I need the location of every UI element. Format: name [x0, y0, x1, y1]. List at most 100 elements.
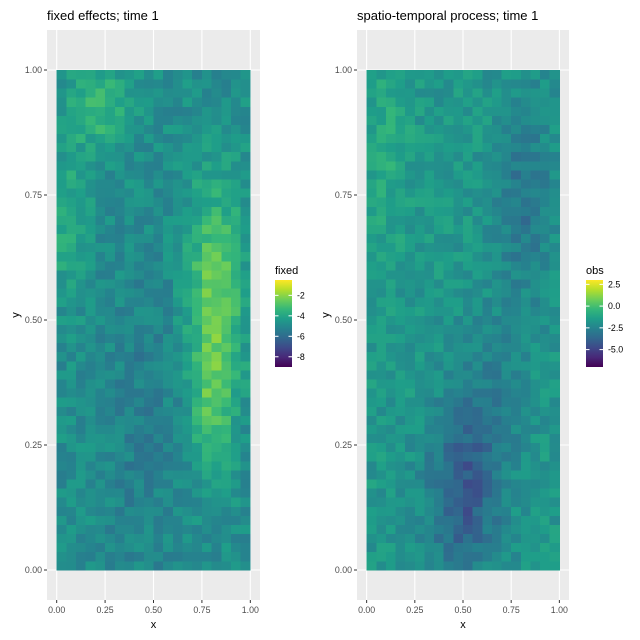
- heatmap-tile: [76, 70, 87, 80]
- heatmap-tile: [76, 288, 87, 298]
- heatmap-tile: [501, 351, 512, 362]
- heatmap-tile: [124, 451, 135, 462]
- heatmap-tile: [501, 306, 512, 316]
- heatmap-tile: [221, 397, 232, 407]
- heatmap-tile: [424, 251, 435, 262]
- heatmap-tile: [192, 288, 203, 298]
- heatmap-tile: [240, 315, 251, 325]
- heatmap-tile: [463, 306, 474, 316]
- heatmap-tile: [95, 379, 106, 389]
- heatmap-tile: [501, 551, 512, 562]
- heatmap-tile: [230, 124, 242, 135]
- heatmap-tile: [424, 297, 435, 307]
- heatmap-tile: [463, 133, 474, 144]
- heatmap-tile: [549, 315, 560, 325]
- heatmap-tile: [501, 442, 512, 453]
- heatmap-tile: [66, 497, 77, 507]
- heatmap-tile: [172, 415, 183, 425]
- heatmap-tile: [511, 388, 522, 398]
- heatmap-tile: [192, 342, 203, 353]
- heatmap-tile: [182, 451, 193, 462]
- heatmap-tile: [395, 360, 406, 371]
- heatmap-tile: [405, 242, 416, 253]
- heatmap-tile: [95, 297, 106, 307]
- heatmap-tile: [540, 497, 551, 507]
- heatmap-tile: [453, 388, 464, 398]
- heatmap-tile: [482, 542, 493, 553]
- heatmap-tile: [230, 179, 242, 189]
- heatmap-tile: [172, 470, 183, 480]
- heatmap-tile: [211, 460, 222, 471]
- heatmap-tile: [240, 560, 251, 571]
- heatmap-tile: [105, 179, 116, 189]
- heatmap-tile: [491, 88, 502, 98]
- heatmap-tile: [482, 279, 493, 289]
- heatmap-tile: [76, 442, 87, 453]
- heatmap-tile: [463, 315, 474, 325]
- heatmap-tile: [85, 488, 96, 498]
- heatmap-tile: [434, 315, 445, 325]
- heatmap-tile: [230, 379, 242, 389]
- heatmap-tile: [385, 342, 396, 353]
- heatmap-tile: [56, 133, 67, 144]
- heatmap-tile: [124, 388, 135, 398]
- heatmap-tile: [443, 224, 454, 235]
- heatmap-tile: [463, 415, 474, 425]
- heatmap-tile: [472, 388, 483, 398]
- heatmap-tile: [443, 560, 454, 571]
- heatmap-tile: [182, 433, 193, 444]
- heatmap-tile: [153, 497, 164, 507]
- heatmap-tile: [549, 360, 560, 371]
- heatmap-tile: [240, 424, 251, 435]
- heatmap-tile: [366, 242, 377, 253]
- heatmap-tile: [530, 397, 541, 407]
- heatmap-tile: [85, 360, 96, 371]
- heatmap-tile: [95, 115, 106, 125]
- heatmap-tile: [520, 542, 531, 553]
- heatmap-tile: [230, 424, 242, 435]
- heatmap-tile: [405, 124, 416, 135]
- heatmap-tile: [201, 460, 212, 471]
- heatmap-tile: [182, 70, 193, 80]
- heatmap-tile: [482, 342, 493, 353]
- heatmap-tile: [76, 179, 87, 189]
- heatmap-tile: [405, 88, 416, 98]
- heatmap-tile: [424, 515, 435, 525]
- heatmap-tile: [424, 342, 435, 353]
- heatmap-tile: [530, 315, 541, 325]
- heatmap-tile: [114, 506, 125, 516]
- heatmap-tile: [66, 215, 77, 225]
- heatmap-tile: [143, 333, 154, 344]
- heatmap-tile: [520, 288, 531, 298]
- heatmap-tile: [153, 397, 164, 407]
- heatmap-tile: [414, 542, 425, 553]
- heatmap-tile: [105, 88, 116, 98]
- heatmap-tile: [153, 270, 164, 280]
- heatmap-tile: [211, 351, 222, 362]
- heatmap-tile: [395, 224, 406, 235]
- heatmap-tile: [163, 451, 174, 462]
- y-axis-label: y: [320, 312, 332, 318]
- heatmap-tile: [549, 70, 560, 80]
- heatmap-tile: [414, 470, 425, 480]
- heatmap-tile: [501, 342, 512, 353]
- heatmap-tile: [221, 533, 232, 544]
- heatmap-tile: [114, 297, 125, 307]
- heatmap-tile: [453, 415, 464, 425]
- heatmap-tile: [134, 433, 145, 444]
- heatmap-tile: [85, 524, 96, 535]
- heatmap-tile: [143, 415, 154, 425]
- heatmap-tile: [443, 533, 454, 544]
- heatmap-tile: [385, 542, 396, 553]
- heatmap-tile: [182, 242, 193, 253]
- heatmap-tile: [230, 497, 242, 507]
- heatmap-tile: [453, 497, 464, 507]
- heatmap-tile: [376, 133, 387, 144]
- heatmap-tile: [76, 360, 87, 371]
- heatmap-tile: [530, 270, 541, 280]
- heatmap-tile: [105, 151, 116, 162]
- heatmap-tile: [153, 97, 164, 107]
- heatmap-tile: [105, 197, 116, 207]
- chart-spatio-temporal: spatio-temporal process; time 10.00 0.25 0…: [320, 8, 623, 631]
- heatmap-tile: [114, 115, 125, 125]
